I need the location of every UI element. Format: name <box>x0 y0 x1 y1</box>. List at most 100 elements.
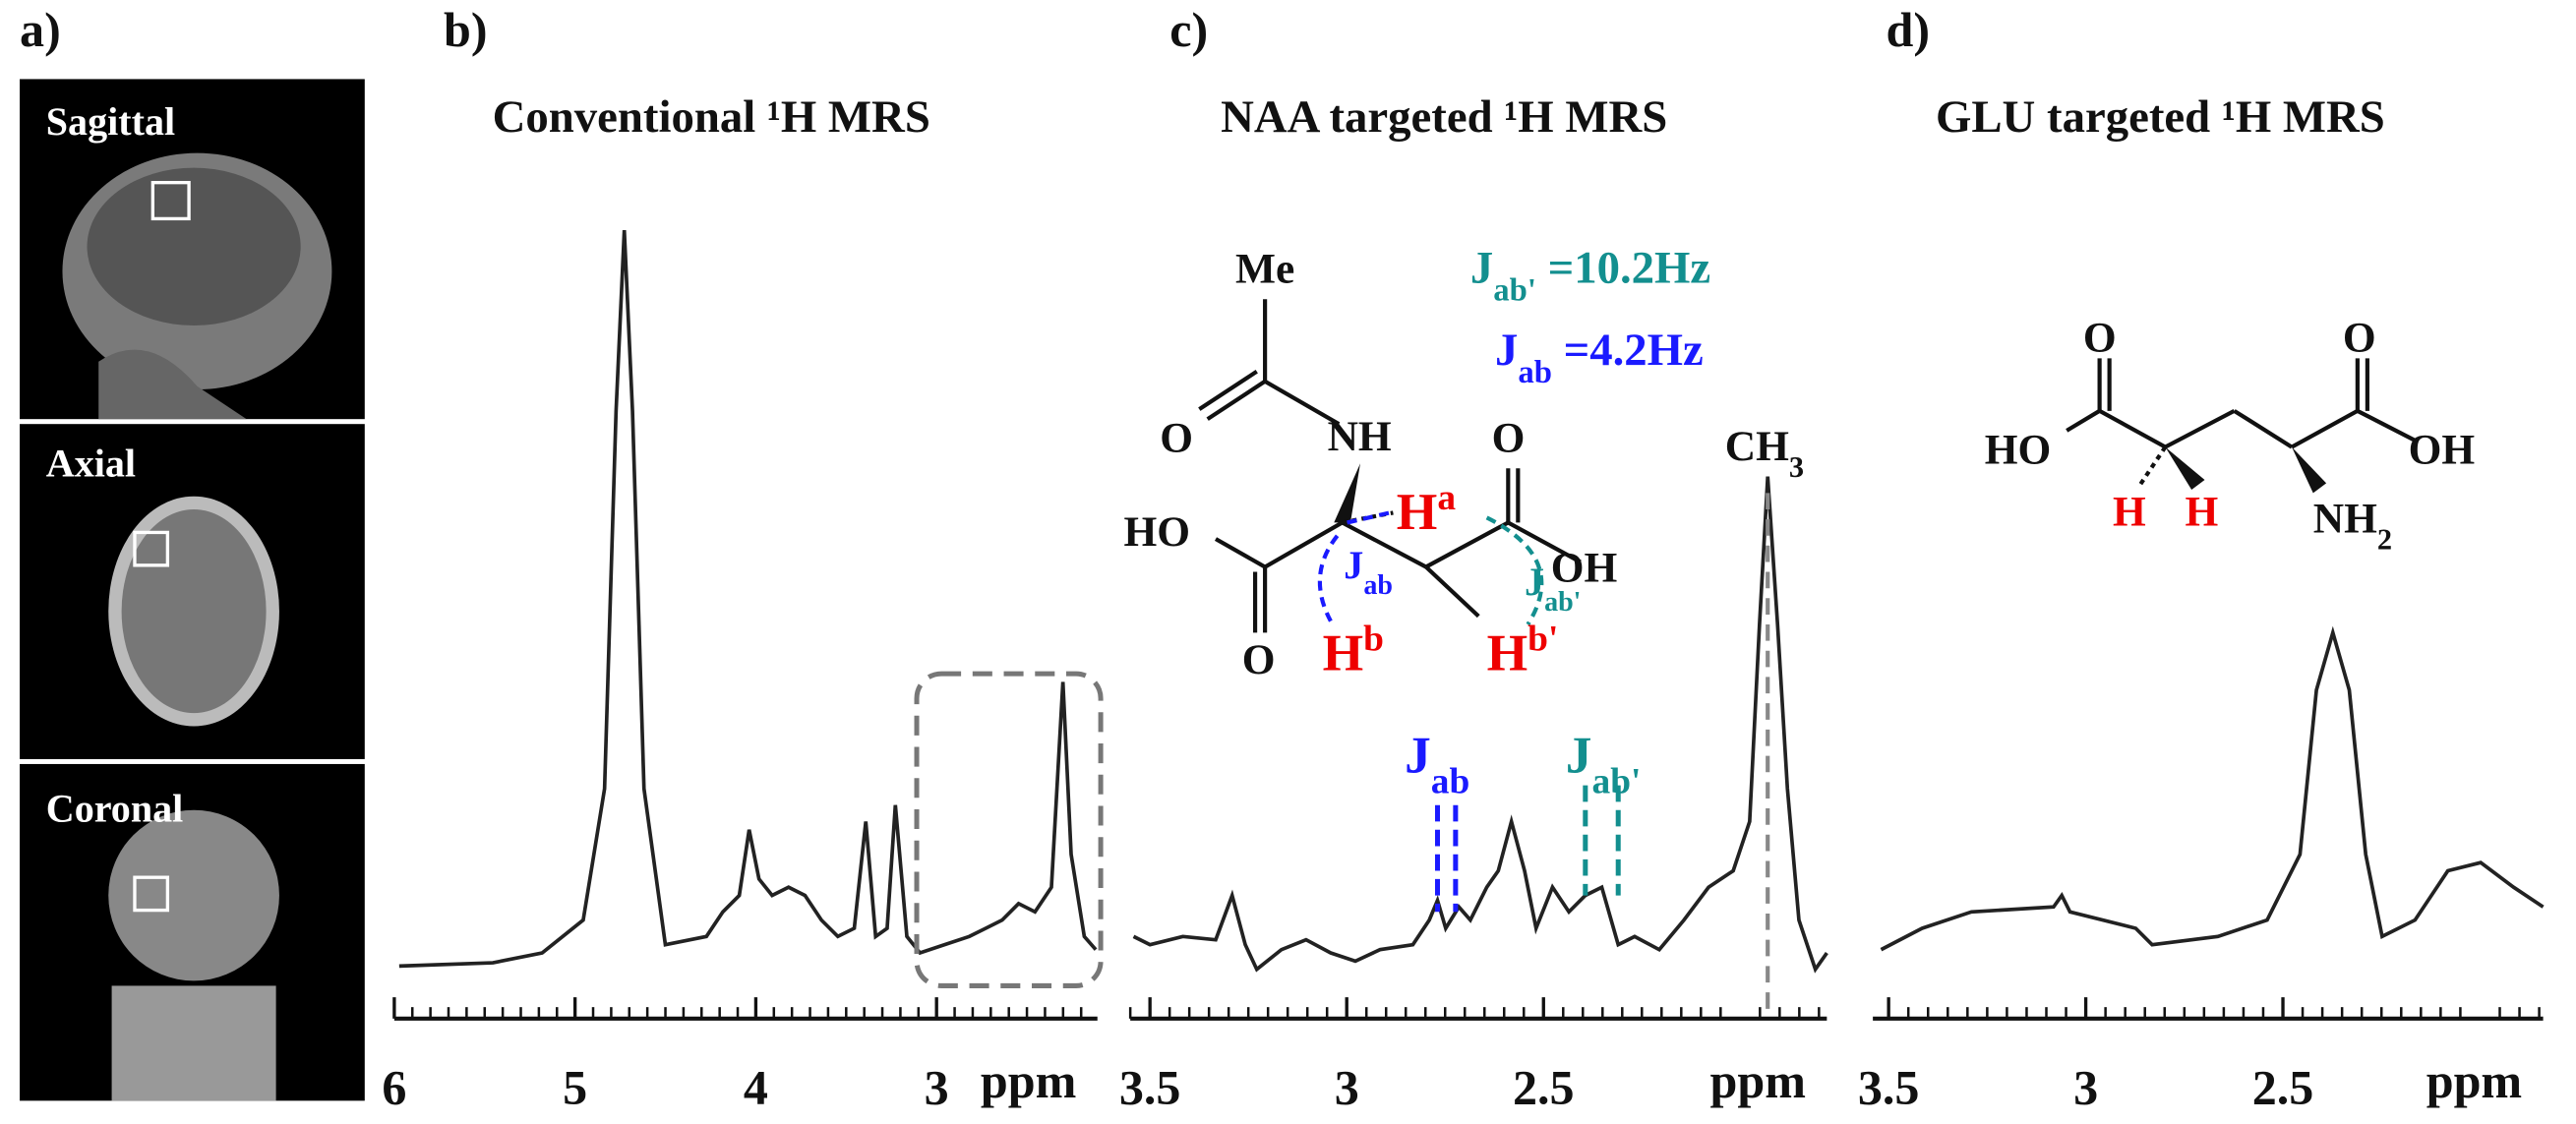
atom: OH <box>2409 426 2476 473</box>
coupling-value: Jab' =10.2Hz <box>1470 243 1710 309</box>
text: J <box>1566 725 1592 784</box>
brain <box>121 509 267 714</box>
text: Me <box>1235 246 1294 293</box>
coupling-value: Jab =4.2Hz <box>1495 325 1704 390</box>
sup: a <box>1437 478 1456 518</box>
text: HO <box>1123 508 1190 556</box>
text: H <box>2113 489 2146 536</box>
view-label: Axial <box>46 442 136 486</box>
text: =4.2Hz <box>1552 325 1704 376</box>
text: OH <box>2409 426 2476 473</box>
coupling: Jab' <box>1566 725 1642 801</box>
sub: ab' <box>1493 273 1536 309</box>
x-tick-label: 3.5 <box>1119 1060 1181 1115</box>
view-label: Sagittal <box>46 99 175 144</box>
text: HO <box>1985 426 2052 473</box>
text: O <box>1242 636 1276 683</box>
text: J <box>1405 725 1431 784</box>
text: =10.2Hz <box>1536 243 1710 294</box>
naa-labels: Me O NH HO O OH O Ha Hb Hb' Jab Jab' Jab… <box>1123 243 1804 801</box>
text: NH <box>2313 495 2377 542</box>
x-tick-label: 3 <box>925 1060 949 1115</box>
sub: ab' <box>1544 586 1581 617</box>
atom: O <box>1160 415 1193 462</box>
text: O <box>2083 315 2117 362</box>
x-tick-label: 5 <box>563 1060 587 1115</box>
sub: ab <box>1431 761 1470 801</box>
chart-title: GLU targeted ¹H MRS <box>1936 91 2385 143</box>
text: J <box>1525 560 1544 604</box>
text: J <box>1470 243 1493 294</box>
text: O <box>1160 415 1193 462</box>
proton: H <box>2113 489 2146 536</box>
text: H <box>1487 623 1528 682</box>
x-tick-label: 6 <box>382 1060 406 1115</box>
brain <box>108 809 279 981</box>
sub: 2 <box>2377 522 2392 556</box>
spectrum <box>398 230 1098 969</box>
atom: NH <box>1328 413 1392 460</box>
atom: O <box>2083 315 2117 362</box>
coupling: Jab' <box>1525 560 1581 618</box>
panel-label: c) <box>1169 2 1208 57</box>
sub: ab' <box>1591 761 1641 801</box>
atom: NH2 <box>2313 495 2392 556</box>
atom: O <box>1242 636 1276 683</box>
neck <box>111 985 276 1101</box>
chart-title: NAA targeted ¹H MRS <box>1221 91 1667 143</box>
text: CH <box>1725 423 1789 470</box>
text: J <box>1495 325 1518 376</box>
sub: 3 <box>1789 450 1804 484</box>
text: OH <box>1551 545 1618 592</box>
panel-label: b) <box>444 2 488 57</box>
atom: Me <box>1235 246 1294 293</box>
voxel <box>150 180 191 221</box>
sub: ab <box>1518 355 1552 390</box>
x-tick-label: 4 <box>744 1060 768 1115</box>
text: J <box>1344 543 1363 587</box>
view-label: Coronal <box>46 786 184 830</box>
neck <box>98 349 247 420</box>
atom: OH <box>1551 545 1618 592</box>
chart-title: Conventional ¹H MRS <box>493 91 930 143</box>
text: O <box>2343 315 2376 362</box>
atom: HO <box>1123 508 1190 556</box>
panel-label: a) <box>20 2 61 57</box>
glu-bonds <box>2066 358 2417 494</box>
coupling: Jab <box>1405 725 1469 801</box>
atom: O <box>2343 315 2376 362</box>
proton: Hb <box>1323 619 1384 682</box>
text: H <box>2185 489 2218 536</box>
coupling: Jab <box>1344 543 1393 601</box>
highlight-box <box>914 671 1104 988</box>
text: NH <box>1328 413 1392 460</box>
glu-labels: O O HO OH H H NH2 <box>1985 315 2476 557</box>
atom: HO <box>1985 426 2052 473</box>
panel-label: d) <box>1886 2 1930 57</box>
x-axis-label: ppm <box>981 1053 1076 1108</box>
sup: b <box>1363 619 1384 659</box>
sub: ab <box>1363 570 1393 601</box>
sup: b' <box>1528 619 1558 659</box>
spectrum <box>1132 476 1828 974</box>
x-tick-label: 3 <box>2073 1060 2098 1115</box>
voxel <box>133 530 170 567</box>
brain <box>87 167 301 325</box>
spectrum <box>1880 625 2545 952</box>
peak-label: CH3 <box>1725 423 1804 484</box>
x-axis-label: ppm <box>2426 1053 2522 1108</box>
x-axis-label: ppm <box>1709 1053 1805 1108</box>
text: H <box>1397 482 1438 541</box>
x-tick-label: 3.5 <box>1858 1060 1920 1115</box>
x-tick-label: 3 <box>1335 1060 1359 1115</box>
atom: O <box>1492 415 1526 462</box>
proton: H <box>2185 489 2218 536</box>
proton: Ha <box>1397 478 1457 542</box>
text: O <box>1492 415 1526 462</box>
proton: Hb' <box>1487 619 1559 682</box>
x-tick-label: 2.5 <box>1513 1060 1575 1115</box>
text: H <box>1323 623 1364 682</box>
naa-bonds <box>1198 299 1582 633</box>
x-tick-label: 2.5 <box>2252 1060 2314 1115</box>
